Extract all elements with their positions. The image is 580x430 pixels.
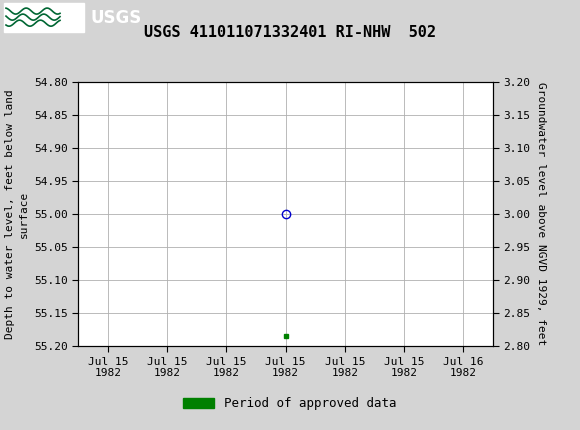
Text: USGS: USGS bbox=[90, 9, 142, 27]
Y-axis label: Groundwater level above NGVD 1929, feet: Groundwater level above NGVD 1929, feet bbox=[536, 82, 546, 346]
Y-axis label: Depth to water level, feet below land
surface: Depth to water level, feet below land su… bbox=[5, 89, 28, 339]
FancyBboxPatch shape bbox=[4, 3, 84, 32]
Text: USGS 411011071332401 RI-NHW  502: USGS 411011071332401 RI-NHW 502 bbox=[144, 25, 436, 40]
Legend: Period of approved data: Period of approved data bbox=[178, 392, 402, 415]
